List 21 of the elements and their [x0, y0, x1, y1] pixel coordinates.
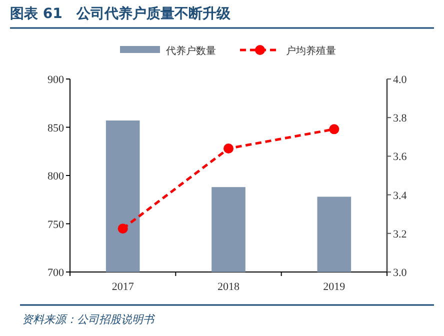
legend-label: 代养户数量: [165, 45, 216, 57]
point: [118, 224, 128, 234]
y2-tick-label: 4.0: [393, 74, 408, 86]
legend-label: 户均养殖量: [286, 45, 336, 57]
y2-tick-label: 3.8: [393, 112, 408, 125]
chart-title: 图表 61 公司代养户质量不断升级: [10, 5, 232, 22]
y-tick-label: 900: [48, 74, 64, 86]
x-tick-label: 2017: [112, 281, 134, 293]
y2-tick-label: 3.2: [393, 228, 407, 240]
point: [224, 143, 234, 154]
text: 资料来源：公司招股说明书: [22, 313, 156, 326]
y2-tick-label: 3.6: [393, 151, 408, 164]
y-tick-label: 800: [48, 170, 64, 182]
point: [329, 124, 340, 134]
x-tick-label: 2018: [218, 281, 240, 293]
y2-tick-label: 3.0: [393, 267, 408, 279]
y2-tick-label: 3.4: [393, 190, 408, 202]
y-tick-label: 850: [48, 122, 64, 134]
y-tick-label: 700: [48, 267, 64, 279]
x-tick-label: 2019: [323, 281, 346, 293]
y-tick-label: 750: [48, 218, 64, 231]
